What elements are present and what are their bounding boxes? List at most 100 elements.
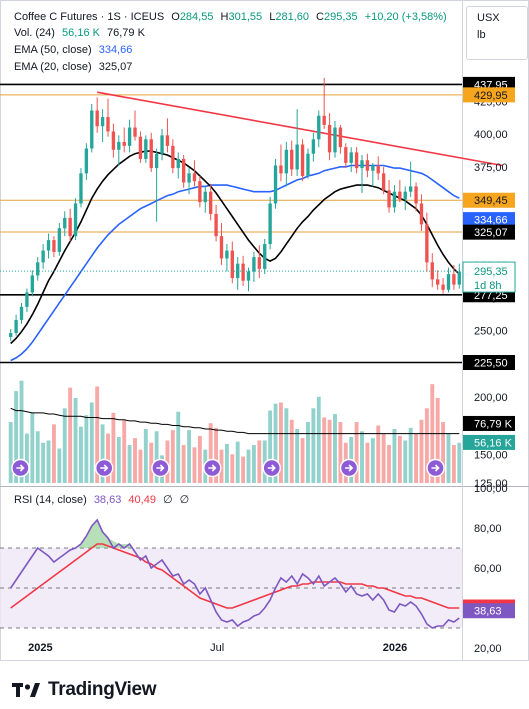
volume-bar — [246, 449, 251, 483]
volume-bar — [322, 417, 327, 483]
ema50-legend[interactable]: EMA (50, close) 334,66 — [14, 43, 136, 58]
candle-body — [176, 158, 180, 169]
candle-body — [290, 149, 294, 170]
level-axis-label-box — [463, 355, 515, 371]
candle-body — [273, 165, 278, 204]
candle-body — [230, 250, 234, 279]
volume-ma-value: 76,79 K — [107, 27, 145, 39]
candle-body — [95, 110, 99, 127]
volume-bar — [387, 445, 391, 483]
volume-bar — [35, 431, 40, 483]
volume-bar — [289, 419, 294, 483]
volume-bar — [116, 437, 121, 483]
symbol-legend[interactable]: Coffee C Futures · 1S · ICEUS O284,55 H3… — [14, 10, 451, 25]
volume-bar — [235, 441, 240, 483]
candle-body — [165, 135, 170, 146]
currency-unit-selector[interactable]: USX lb — [466, 6, 528, 60]
volume-bar — [24, 433, 29, 483]
volume-bar — [219, 449, 224, 483]
candle-body — [376, 165, 380, 174]
volume-bar — [457, 442, 462, 483]
level-axis-label: 349,45 — [474, 195, 508, 207]
price-axis-tick: 250,00 — [474, 325, 508, 337]
candle-body — [100, 117, 105, 127]
candle-body — [317, 115, 321, 140]
volume-bar — [381, 433, 386, 483]
open-value: 284,55 — [179, 11, 214, 23]
volume-bar — [176, 411, 181, 483]
candle-body — [295, 144, 299, 170]
volume-bar — [284, 408, 289, 483]
rollover-arrow-icon — [208, 464, 217, 472]
volume-bar — [138, 449, 143, 483]
volume-bar — [84, 415, 89, 483]
candle-body — [403, 191, 407, 200]
candle-body — [219, 236, 224, 259]
candle-body — [214, 213, 218, 237]
candle-body — [246, 271, 251, 281]
rsi-legend[interactable]: RSI (14, close) 38,63 40,49 ∅ ∅ — [14, 493, 193, 508]
price-axis-tick: 400,00 — [474, 129, 508, 141]
candle-body — [117, 141, 121, 150]
rsi-line — [10, 518, 460, 629]
rollover-arrow-icon — [267, 464, 276, 472]
volume-bar — [435, 397, 440, 483]
level-axis-label-box — [463, 192, 515, 208]
currency-label: USX — [477, 12, 500, 24]
rollover-arrow-icon — [431, 464, 440, 472]
candle-body — [9, 333, 13, 337]
ema50-axis-label: 334,66 — [474, 215, 508, 227]
candle-body — [306, 153, 310, 176]
volume-bar — [208, 423, 213, 483]
candle-body — [322, 115, 326, 125]
candle-body — [14, 319, 18, 334]
volume-bar — [392, 428, 397, 483]
candle-body — [41, 250, 45, 263]
volume-bar — [262, 440, 267, 483]
candle-body — [111, 131, 116, 150]
rsi-value: 38,63 — [93, 494, 122, 506]
candle-body — [127, 127, 132, 146]
volume-bar — [149, 442, 154, 483]
tradingview-logo[interactable]: TradingView — [12, 679, 157, 701]
candle-body — [414, 186, 418, 204]
candle-body — [57, 228, 62, 252]
candle-body — [398, 191, 402, 200]
volume-bar — [446, 433, 451, 483]
unit-label: lb — [477, 29, 486, 41]
candle-body — [333, 127, 337, 153]
candle-body — [30, 275, 34, 293]
volume-legend[interactable]: Vol. (24) 56,16 K 76,79 K — [14, 26, 149, 41]
candle-body — [327, 124, 332, 153]
candle-body — [203, 191, 207, 203]
candle-body — [106, 117, 110, 132]
ema50-value: 334,66 — [98, 44, 133, 56]
ema20-legend[interactable]: EMA (20, close) 325,07 — [14, 60, 136, 75]
tradingview-name: TradingView — [48, 679, 157, 700]
volume-bar — [224, 443, 229, 483]
candle-body — [19, 306, 24, 320]
ema20-axis-label-box — [463, 224, 515, 240]
volume-ma-line — [10, 407, 460, 435]
candle-body — [268, 203, 272, 245]
ema20-label: EMA (20, close) — [14, 61, 92, 73]
volume-bar — [57, 448, 62, 483]
volume-bar — [165, 440, 170, 483]
ema50-label: EMA (50, close) — [14, 44, 92, 56]
volume-bar — [95, 386, 100, 483]
volume-axis-tick: 150,00 — [474, 449, 508, 461]
volume-ma-axis-label: 76,79 K — [474, 418, 513, 430]
volume-bar — [143, 428, 148, 483]
candle-body — [446, 274, 451, 290]
volume-bar — [441, 422, 446, 483]
rsi-ma-line — [10, 543, 460, 609]
candle-body — [436, 279, 440, 285]
volume-bar — [197, 435, 202, 483]
candle-body — [133, 127, 137, 137]
candle-body — [25, 292, 29, 307]
volume-bar — [214, 427, 219, 483]
candle-body — [36, 262, 40, 276]
x-tick-label: Jul — [210, 642, 224, 654]
volume-ma-axis-label-box — [463, 415, 515, 431]
close-value: 295,35 — [324, 11, 358, 23]
